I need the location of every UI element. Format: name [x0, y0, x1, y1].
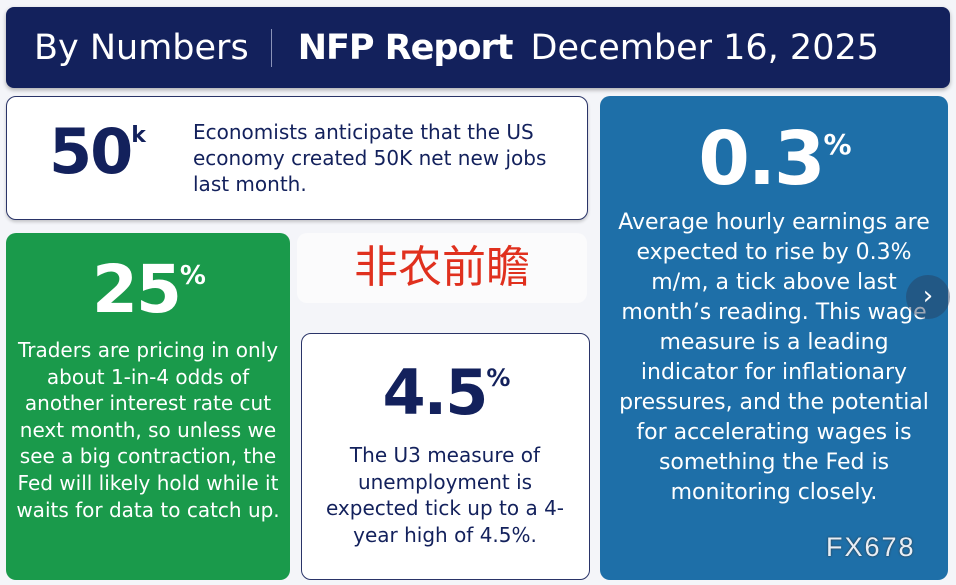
- section-label: By Numbers: [34, 27, 249, 68]
- report-title: NFP Report: [297, 27, 514, 68]
- header-banner: By Numbers NFP Report December 16, 2025: [6, 7, 950, 88]
- report-date: December 16, 2025: [530, 27, 879, 68]
- jobs-card: 50k Economists anticipate that the US ec…: [6, 96, 588, 220]
- unemployment-card: 4.5% The U3 measure of unemployment is e…: [301, 333, 590, 580]
- wages-value: 0.3%: [698, 116, 851, 202]
- watermark: FX678: [826, 532, 916, 562]
- rate-cut-card: 25% Traders are pricing in only about 1-…: [6, 233, 290, 580]
- jobs-description: Economists anticipate that the US econom…: [193, 120, 547, 196]
- wages-card: 0.3% Average hourly earnings are expecte…: [600, 96, 948, 580]
- divider: [270, 28, 272, 67]
- chevron-right-icon[interactable]: ›: [906, 275, 950, 319]
- rate-cut-value: 25%: [92, 251, 206, 328]
- unemployment-description: The U3 measure of unemployment is expect…: [325, 443, 565, 547]
- wages-description: Average hourly earnings are expected to …: [618, 210, 930, 505]
- unemployment-value: 4.5%: [382, 356, 511, 429]
- jobs-value: 50k: [49, 115, 146, 188]
- chinese-title: 非农前瞻: [297, 233, 587, 303]
- rate-cut-description: Traders are pricing in only about 1-in-4…: [16, 338, 280, 522]
